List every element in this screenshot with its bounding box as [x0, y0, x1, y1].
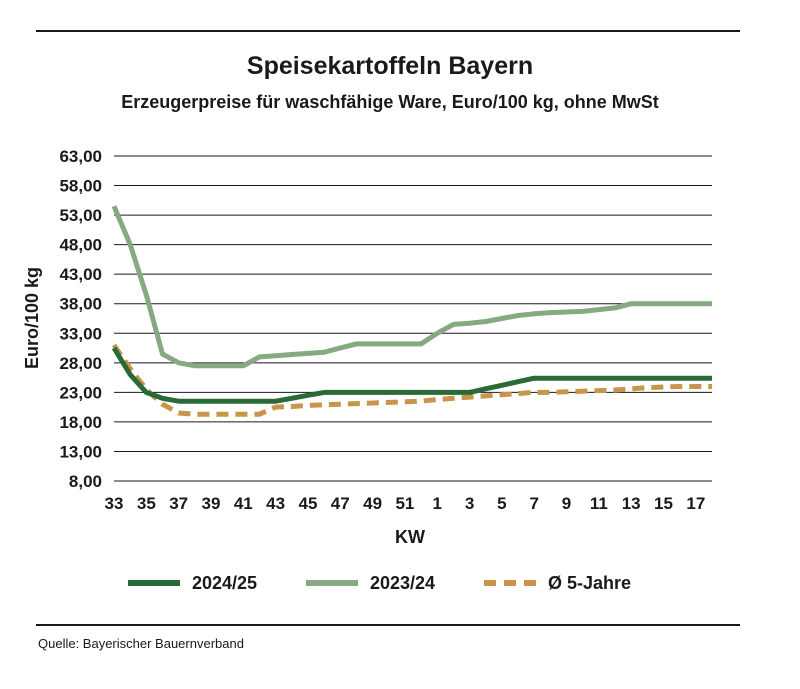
x-axis-label: KW [395, 527, 425, 547]
series-lines [111, 205, 712, 417]
y-tick-label: 48,00 [59, 236, 102, 255]
y-tick-label: 38,00 [59, 295, 102, 314]
x-tick-label: 45 [298, 494, 317, 513]
chart-title: Speisekartoffeln Bayern [246, 52, 534, 80]
legend-item-2023-24: 2023/24 [306, 568, 435, 598]
x-tick-label: 13 [622, 494, 641, 513]
line-chart: 8,00 13,00 18,00 23,00 28,00 33,00 38,00 43,00 4… [22, 147, 712, 547]
x-tick-label: 43 [266, 494, 285, 513]
legend-label-2024-25: 2024/25 [192, 572, 258, 593]
x-tick-label: 17 [686, 494, 705, 513]
y-tick-label: 53,00 [59, 206, 102, 225]
source-note: Quelle: Bayerischer Bauernverband [38, 636, 244, 651]
x-tick-label: 47 [331, 494, 350, 513]
y-tick-label: 8,00 [69, 472, 102, 491]
x-tick-label: 7 [529, 494, 538, 513]
x-tick-label: 3 [465, 494, 474, 513]
y-tick-label: 28,00 [59, 354, 102, 373]
bottom-rule [36, 624, 740, 626]
legend-item-5-year-avg: Ø 5-Jahre [484, 568, 631, 598]
y-tick-label: 63,00 [59, 147, 102, 166]
legend-label-2023-24: 2023/24 [370, 572, 436, 593]
legend-swatch-5-year-avg [484, 580, 536, 586]
x-tick-label: 41 [234, 494, 253, 513]
y-tick-label: 18,00 [59, 413, 102, 432]
y-tick-label: 43,00 [59, 265, 102, 284]
legend: 2024/25 2023/24 Ø 5-Jahre [0, 568, 800, 598]
x-tick-label: 11 [590, 494, 608, 513]
x-axis-ticks: 33 35 37 39 41 43 45 47 49 51 1 3 5 7 9 11 13 15 17 [105, 494, 706, 513]
x-tick-label: 37 [169, 494, 188, 513]
y-tick-label: 58,00 [59, 177, 102, 196]
y-tick-label: 33,00 [59, 324, 102, 343]
series-line-2024-25 [111, 346, 712, 404]
y-tick-label: 13,00 [59, 442, 102, 461]
x-tick-label: 15 [654, 494, 673, 513]
x-tick-label: 39 [202, 494, 221, 513]
legend-swatch-2024-25 [128, 580, 180, 586]
legend-swatch-2023-24 [306, 580, 358, 586]
series-line-2023-24 [111, 205, 712, 369]
x-tick-label: 5 [497, 494, 506, 513]
grid [114, 155, 712, 482]
series-line--5-jahre [111, 343, 712, 417]
x-tick-label: 49 [363, 494, 382, 513]
x-tick-label: 33 [105, 494, 124, 513]
y-axis-ticks: 8,00 13,00 18,00 23,00 28,00 33,00 38,00 43,00 4… [59, 147, 102, 491]
x-tick-label: 1 [433, 494, 442, 513]
y-tick-label: 23,00 [59, 383, 102, 402]
legend-item-2024-25: 2024/25 [128, 568, 257, 598]
x-tick-label: 9 [562, 494, 571, 513]
chart-subtitle: Erzeugerpreise für waschfähige Ware, Eur… [121, 92, 659, 112]
y-axis-label: Euro/100 kg [22, 267, 42, 369]
x-tick-label: 51 [395, 494, 414, 513]
legend-label-5-year-avg: Ø 5-Jahre [548, 572, 632, 593]
top-rule [36, 30, 740, 32]
x-tick-label: 35 [137, 494, 156, 513]
